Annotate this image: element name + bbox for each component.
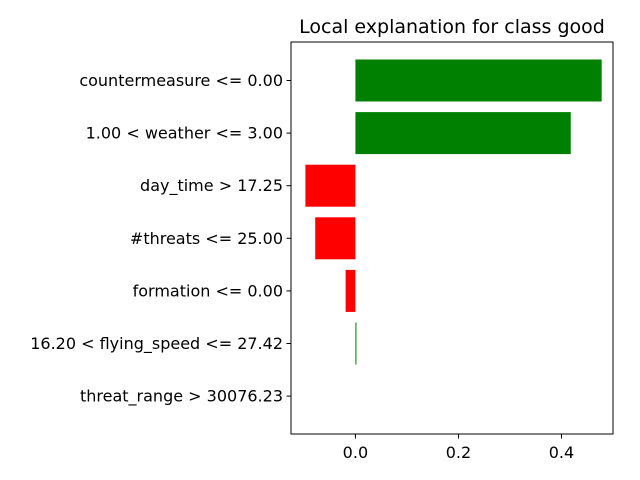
category-label-0: countermeasure <= 0.00: [79, 71, 283, 90]
category-labels-group: countermeasure <= 0.00 1.00 < weather <= …: [30, 71, 291, 407]
category-label-1: 1.00 < weather <= 3.00: [86, 124, 283, 143]
category-label-5: 16.20 < flying_speed <= 27.42: [30, 334, 283, 354]
bar-2: [305, 164, 356, 207]
category-label-4: formation <= 0.00: [133, 281, 283, 300]
x-axis-ticks-group: 0.0 0.2 0.4: [343, 434, 574, 462]
plot-area-frame: [290, 41, 614, 435]
chart-title: Local explanation for class good: [299, 16, 605, 38]
bar-5: [355, 322, 357, 365]
x-tick-label-1: 0.2: [446, 443, 471, 462]
category-label-3: #threats <= 25.00: [130, 229, 283, 248]
bar-0: [355, 59, 602, 102]
x-tick-label-0: 0.0: [343, 443, 368, 462]
category-label-6: threat_range > 30076.23: [80, 387, 283, 407]
bars-group: [305, 59, 602, 365]
category-label-2: day_time > 17.25: [140, 176, 283, 196]
bar-4: [345, 269, 356, 312]
bar-3: [315, 217, 356, 260]
x-tick-label-2: 0.4: [549, 443, 574, 462]
bar-1: [355, 112, 571, 155]
